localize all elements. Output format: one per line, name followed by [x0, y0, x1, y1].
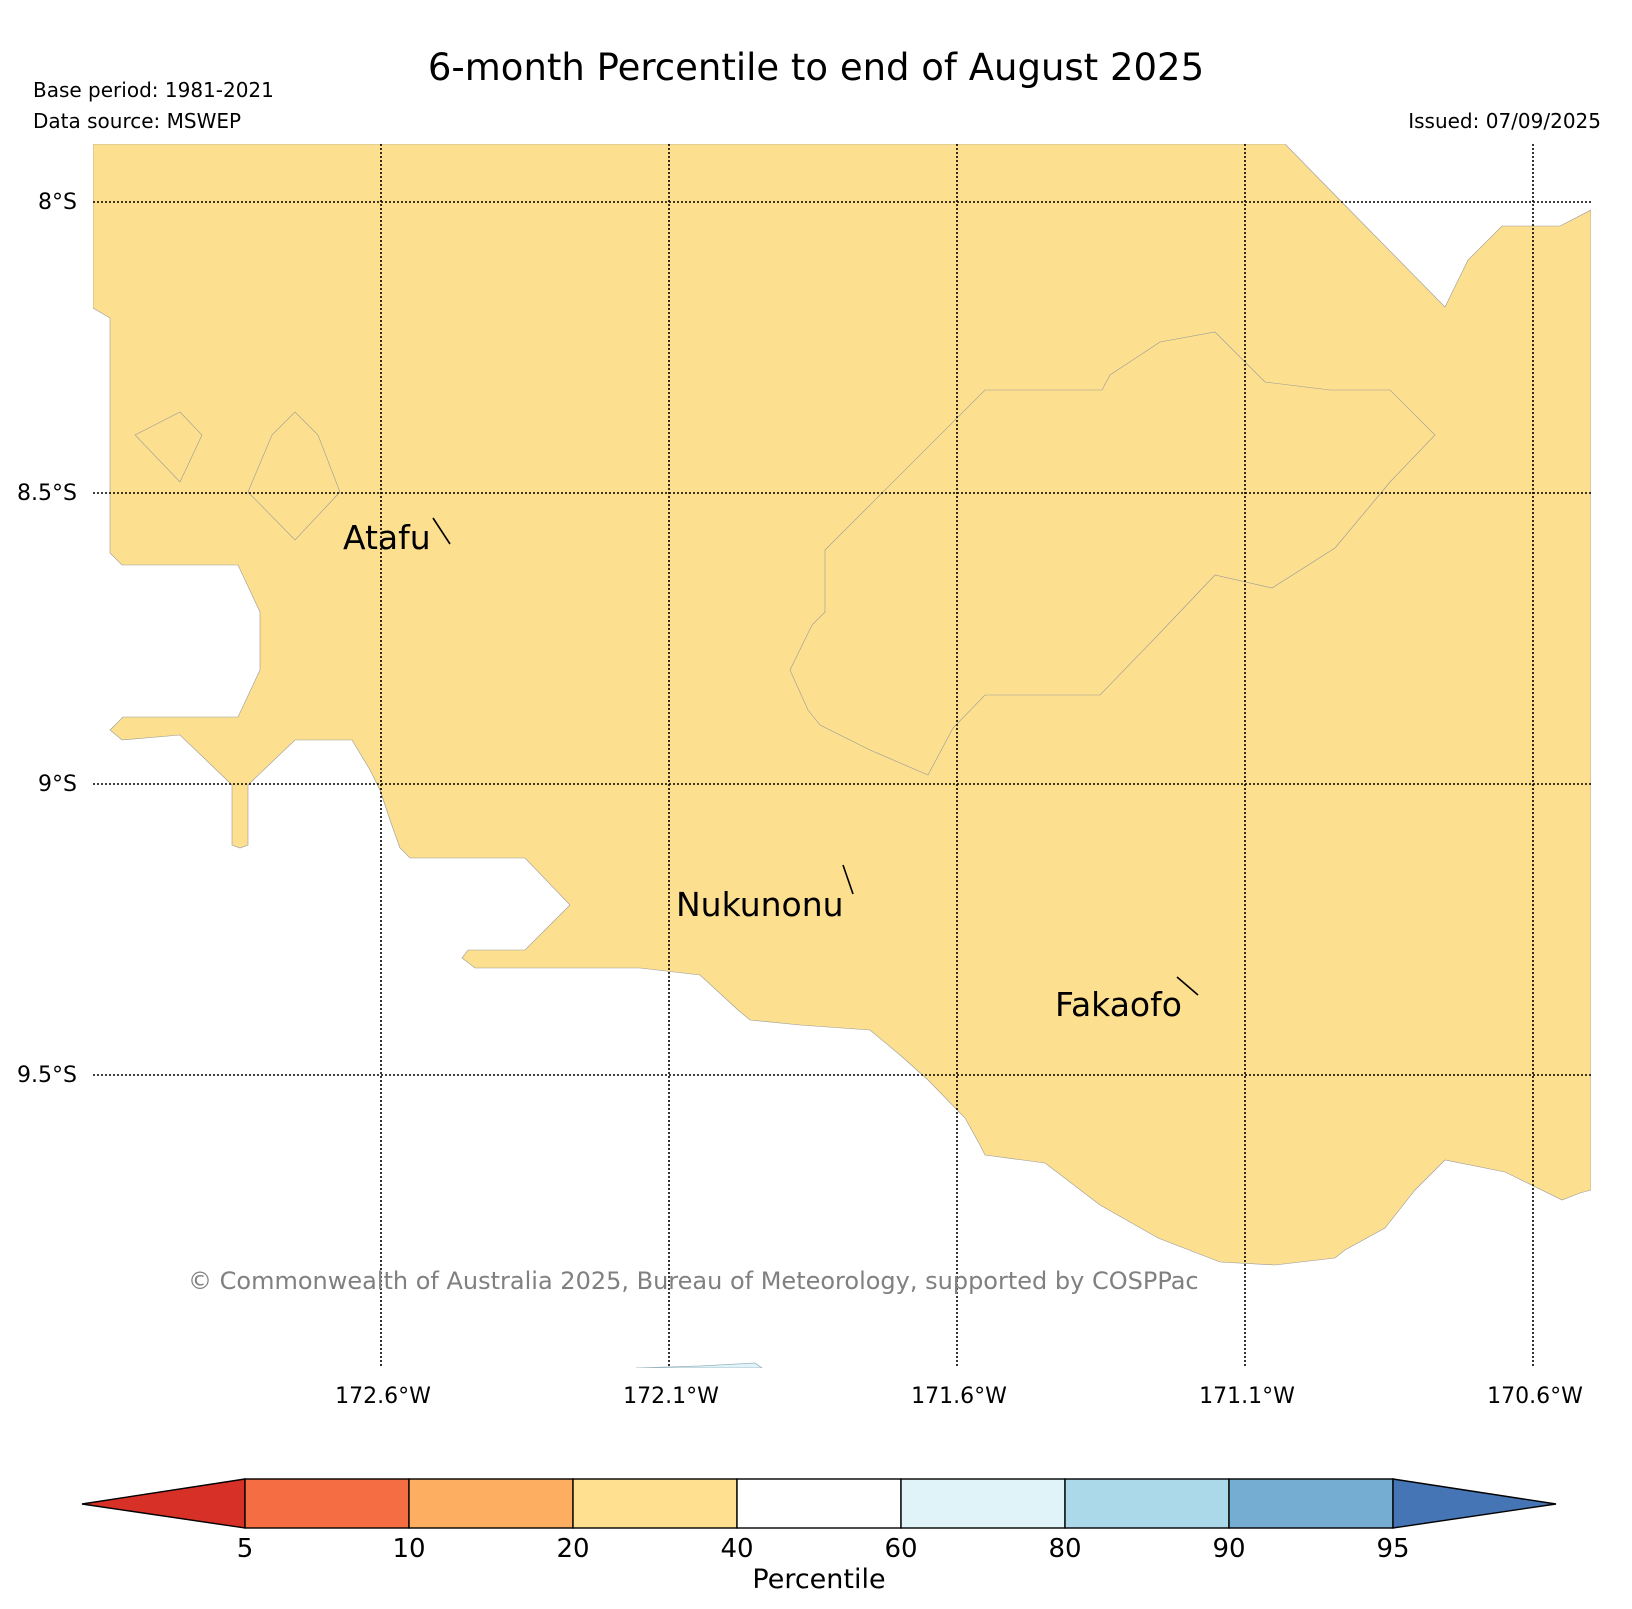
colorbar-tick-80: 80: [1048, 1534, 1081, 1564]
colorbar-tick-40: 40: [720, 1534, 753, 1564]
fakaofo-marker: [1176, 976, 1199, 996]
colorbar-arrow-below-5: [81, 1478, 246, 1529]
colorbar-segment-5-10: [244, 1478, 410, 1529]
colorbar-segment-80-90: [1064, 1478, 1230, 1529]
place-label-fakaofo: Fakaofo: [1055, 985, 1182, 1024]
issued-date-text: Issued: 07/09/2025: [1408, 109, 1601, 133]
lat-label-9-5s: 9.5°S: [17, 1063, 77, 1088]
island-markers: [432, 517, 1199, 996]
colorbar-tick-labels: 5 10 20 40 60 80 90 95: [237, 1534, 1410, 1564]
colorbar-tick-5: 5: [237, 1534, 254, 1564]
place-label-atafu: Atafu: [343, 518, 431, 557]
lat-label-8-5s: 8.5°S: [17, 481, 77, 506]
colorbar-tick-95: 95: [1376, 1534, 1409, 1564]
atafu-marker: [432, 517, 451, 545]
lat-label-8s: 8°S: [38, 190, 77, 215]
lon-label-172-6w: 172.6°W: [335, 1384, 431, 1409]
map-panel: Atafu Nukunonu Fakaofo © Commonwealth of…: [93, 144, 1591, 1368]
percentile-20-40-region: [93, 144, 1591, 1266]
colorbar: 5 10 20 40 60 80 90 95 Percentile: [81, 1478, 1557, 1595]
copyright-text: © Commonwealth of Australia 2025, Bureau…: [188, 1267, 1199, 1295]
colorbar-tick-90: 90: [1212, 1534, 1245, 1564]
colorbar-tick-20: 20: [556, 1534, 589, 1564]
lon-label-170-6w: 170.6°W: [1487, 1384, 1583, 1409]
data-source-text: Data source: MSWEP: [33, 109, 241, 133]
lon-label-171-6w: 171.6°W: [911, 1384, 1007, 1409]
latitude-labels: 8°S 8.5°S 9°S 9.5°S: [17, 190, 77, 1088]
colorbar-label: Percentile: [752, 1564, 885, 1595]
colorbar-tick-10: 10: [392, 1534, 425, 1564]
colorbar-segment-10-20: [408, 1478, 574, 1529]
lon-label-172-1w: 172.1°W: [623, 1384, 719, 1409]
graticule: [93, 144, 1591, 1368]
colorbar-arrow-above-95: [1392, 1478, 1557, 1529]
colorbar-segment-40-60: [736, 1478, 902, 1529]
colorbar-segment-60-80: [900, 1478, 1066, 1529]
place-label-nukunonu: Nukunonu: [676, 885, 844, 924]
percentile-60-80-fragment: [635, 1362, 763, 1368]
colorbar-segment-90-95: [1228, 1478, 1394, 1529]
nukunonu-marker: [842, 864, 854, 895]
colorbar-segment-20-40: [572, 1478, 738, 1529]
map-title: 6-month Percentile to end of August 2025: [428, 46, 1204, 89]
longitude-labels: 172.6°W 172.1°W 171.6°W 171.1°W 170.6°W: [335, 1384, 1583, 1409]
lat-label-9s: 9°S: [38, 772, 77, 797]
lon-label-171-1w: 171.1°W: [1199, 1384, 1295, 1409]
base-period-text: Base period: 1981-2021: [33, 78, 274, 102]
colorbar-tick-60: 60: [884, 1534, 917, 1564]
